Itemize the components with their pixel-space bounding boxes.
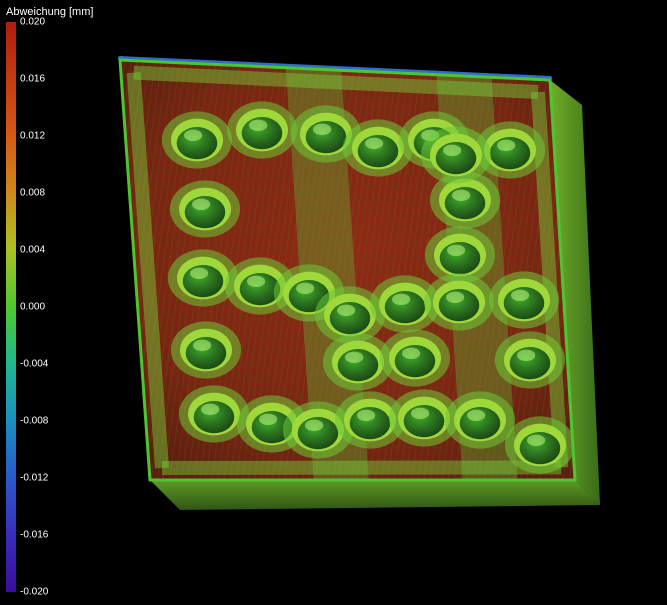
hole bbox=[489, 271, 559, 328]
hole bbox=[170, 180, 240, 237]
colorbar: 0.0200.0160.0120.0080.0040.000-0.004-0.0… bbox=[6, 22, 66, 592]
hole bbox=[445, 391, 515, 448]
colorbar-tick: -0.004 bbox=[20, 359, 48, 370]
colorbar-tick: 0.004 bbox=[20, 245, 45, 256]
hole bbox=[421, 126, 491, 183]
hole bbox=[227, 101, 297, 158]
hole bbox=[495, 331, 565, 388]
render-area bbox=[70, 0, 667, 605]
plate-bottom-face bbox=[150, 480, 600, 510]
colorbar-tick: 0.008 bbox=[20, 188, 45, 199]
colorbar-tick: -0.008 bbox=[20, 416, 48, 427]
colorbar-tick: 0.016 bbox=[20, 74, 45, 85]
hole bbox=[505, 416, 575, 473]
hole bbox=[171, 321, 241, 378]
plate-3d-render bbox=[70, 0, 667, 605]
hole bbox=[424, 273, 494, 330]
colorbar-tick: -0.012 bbox=[20, 473, 48, 484]
colorbar-tick: -0.016 bbox=[20, 530, 48, 541]
colorbar-gradient bbox=[6, 22, 16, 592]
colorbar-tick: 0.000 bbox=[20, 302, 45, 313]
hole bbox=[162, 111, 232, 168]
viewport: Abweichung [mm] 0.0200.0160.0120.0080.00… bbox=[0, 0, 667, 605]
colorbar-tick: 0.012 bbox=[20, 131, 45, 142]
hole bbox=[179, 385, 249, 442]
colorbar-tick: 0.020 bbox=[20, 17, 45, 28]
colorbar-tick: -0.020 bbox=[20, 587, 48, 598]
hole bbox=[380, 329, 450, 386]
